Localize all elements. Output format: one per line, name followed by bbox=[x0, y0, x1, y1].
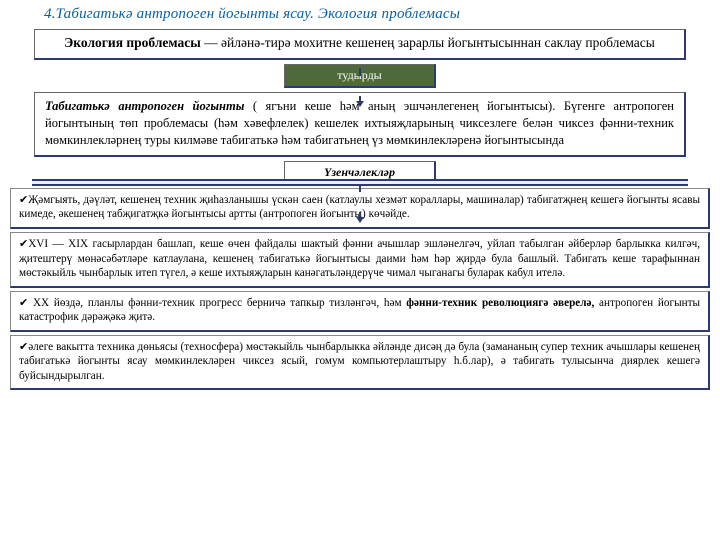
feature-item: ✔ XX йөздә, планлы фәнни-техник прогресс… bbox=[10, 291, 710, 332]
definition-text: — әйләнә-тирә мохитне кешенең зарарлы йо… bbox=[201, 35, 655, 50]
page-title: 4.Табигатькә антропоген йогынты ясау. Эк… bbox=[0, 0, 720, 29]
connector bbox=[359, 184, 361, 192]
arrow-down-icon bbox=[356, 101, 364, 107]
feature-item: ✔XVI — XIX гасырлардан башлап, кеше өчен… bbox=[10, 232, 710, 288]
definition-box: Экология проблемасы — әйләнә-тирә мохитн… bbox=[34, 29, 686, 60]
connector bbox=[359, 68, 361, 76]
definition-term: Экология проблемасы bbox=[64, 35, 201, 50]
arrow-down-icon bbox=[356, 217, 364, 223]
feature-item: ✔әлеге вакытта техника дөньясы (техносфе… bbox=[10, 335, 710, 391]
anthro-term: Табигатькә антропоген йогынты bbox=[45, 99, 244, 113]
